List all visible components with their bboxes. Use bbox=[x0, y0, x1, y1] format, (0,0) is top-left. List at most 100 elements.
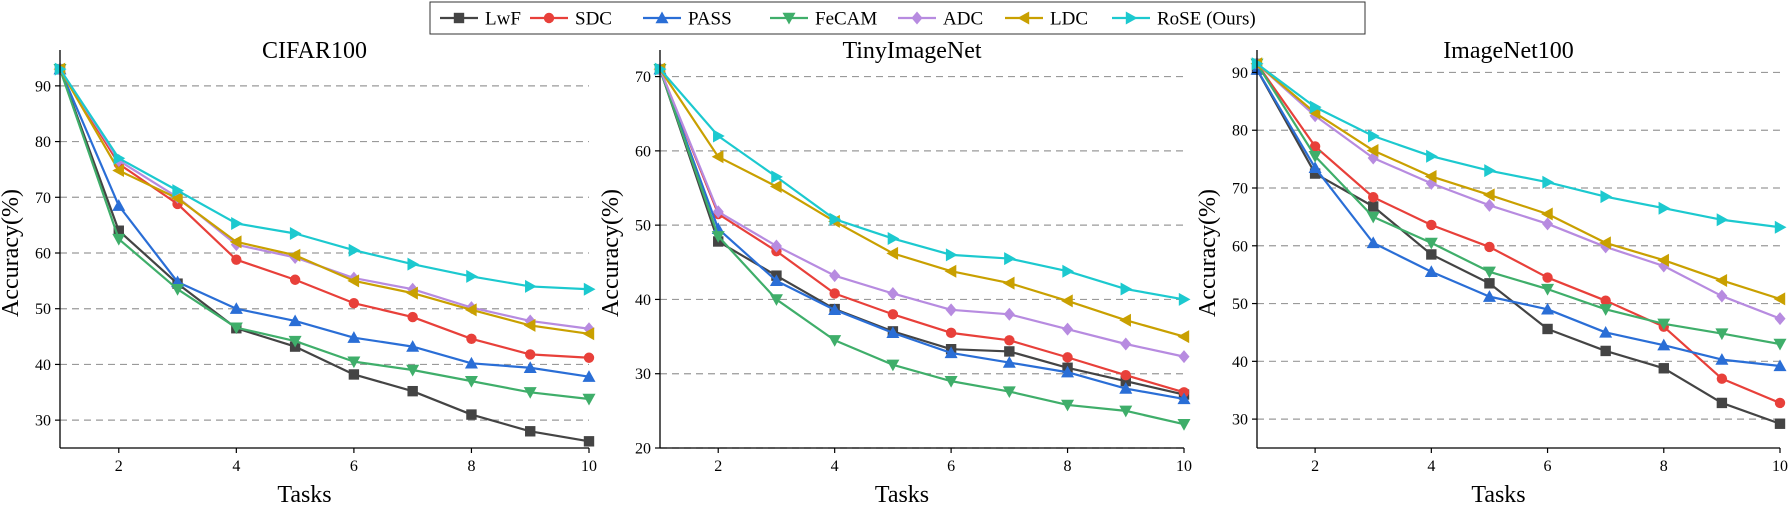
series-line bbox=[59, 68, 590, 291]
data-point bbox=[229, 322, 243, 335]
data-point bbox=[1716, 397, 1728, 409]
series-sdc bbox=[654, 63, 1190, 398]
legend-label: LDC bbox=[1050, 9, 1088, 30]
data-point bbox=[288, 335, 302, 348]
data-point bbox=[1599, 304, 1613, 316]
data-point bbox=[523, 318, 536, 332]
data-point bbox=[1541, 207, 1553, 221]
panel-title: CIFAR100 bbox=[262, 38, 367, 64]
data-point bbox=[523, 387, 537, 399]
y-tick-label: 40 bbox=[35, 357, 51, 374]
data-point bbox=[171, 191, 183, 205]
data-point bbox=[1542, 323, 1553, 335]
data-point bbox=[1773, 359, 1787, 372]
data-point bbox=[828, 303, 842, 316]
legend: LwF SDC PASS FeCAM ADC LDC RoSE (Ours) bbox=[429, 1, 1366, 35]
data-point bbox=[1657, 338, 1671, 351]
data-point bbox=[464, 356, 478, 369]
legend-entry-sdc: SDC bbox=[530, 9, 612, 30]
series-line bbox=[658, 68, 1185, 401]
data-point bbox=[1178, 387, 1190, 398]
data-point bbox=[1658, 363, 1669, 374]
data-point bbox=[1541, 302, 1555, 315]
data-point bbox=[1004, 252, 1016, 266]
data-point bbox=[1657, 318, 1671, 331]
data-point bbox=[54, 62, 67, 76]
series-line bbox=[58, 68, 590, 443]
y-tick-label: 60 bbox=[1232, 238, 1248, 255]
data-point bbox=[1716, 289, 1728, 303]
data-point bbox=[712, 205, 724, 219]
series-rose-ours bbox=[54, 62, 596, 296]
data-point bbox=[1774, 397, 1786, 409]
data-point bbox=[1119, 313, 1131, 327]
data-point bbox=[886, 326, 900, 339]
data-point bbox=[1120, 375, 1131, 387]
series-line bbox=[58, 68, 590, 401]
data-point bbox=[1062, 352, 1073, 363]
data-point bbox=[1426, 149, 1438, 163]
data-point bbox=[1426, 249, 1437, 260]
data-point bbox=[1309, 100, 1322, 114]
x-tick-label: 2 bbox=[115, 458, 123, 475]
series-line bbox=[1256, 63, 1781, 346]
y-tick-label: 80 bbox=[1232, 123, 1248, 140]
data-point bbox=[1120, 282, 1133, 296]
data-point bbox=[523, 361, 537, 373]
data-point bbox=[1715, 328, 1729, 341]
data-point bbox=[887, 286, 899, 300]
data-point bbox=[1062, 264, 1075, 278]
data-point bbox=[944, 346, 958, 359]
x-tick-label: 4 bbox=[831, 458, 839, 475]
data-point bbox=[1368, 192, 1379, 203]
data-point bbox=[1368, 201, 1379, 212]
series-line bbox=[1256, 62, 1781, 300]
data-point bbox=[407, 257, 420, 271]
data-point bbox=[1484, 241, 1495, 253]
legend-entry-rose-ours: RoSE (Ours) bbox=[1112, 9, 1256, 30]
series-rose-ours bbox=[1251, 57, 1787, 234]
gridlines bbox=[1257, 71, 1780, 420]
data-point bbox=[711, 150, 724, 164]
legend-marker-triangle-up bbox=[655, 11, 669, 24]
data-point bbox=[1774, 220, 1787, 234]
y-tick-label: 20 bbox=[635, 441, 651, 458]
data-point bbox=[406, 364, 420, 377]
data-point bbox=[113, 225, 124, 236]
data-point bbox=[711, 231, 725, 243]
data-point bbox=[1716, 213, 1729, 227]
panel-imagenet100: 30 40 50 60 70 80 90 2 4 6 8 10 ImageNet100 Tasks Accu… bbox=[1195, 38, 1788, 508]
data-point bbox=[1309, 168, 1321, 179]
data-point bbox=[1773, 292, 1786, 306]
x-tick-label: 4 bbox=[232, 458, 240, 475]
data-point bbox=[1366, 143, 1379, 157]
series-lwf bbox=[1251, 64, 1786, 429]
series-pass bbox=[53, 62, 596, 382]
data-point bbox=[288, 314, 302, 327]
x-tick-label: 2 bbox=[1311, 458, 1319, 475]
data-point bbox=[229, 235, 242, 249]
data-point bbox=[582, 327, 595, 341]
series-pass bbox=[653, 62, 1191, 405]
data-point bbox=[231, 216, 243, 230]
series-line bbox=[658, 68, 1185, 358]
data-point bbox=[583, 352, 595, 363]
data-point bbox=[887, 309, 899, 320]
data-point bbox=[231, 254, 242, 265]
data-point bbox=[1308, 106, 1321, 120]
data-point bbox=[1482, 266, 1496, 279]
data-point bbox=[1542, 175, 1555, 189]
x-ticks: 2 4 6 8 10 bbox=[115, 448, 597, 475]
x-tick-label: 6 bbox=[350, 458, 358, 475]
data-point bbox=[654, 62, 667, 76]
data-point bbox=[464, 375, 478, 388]
y-tick-label: 50 bbox=[35, 301, 51, 318]
data-point bbox=[289, 227, 302, 240]
legend-marker-triangle-down bbox=[782, 12, 796, 25]
series-line bbox=[659, 68, 1185, 338]
data-point bbox=[1119, 382, 1133, 394]
data-point bbox=[1120, 337, 1132, 351]
x-axis-title: Tasks bbox=[1471, 482, 1525, 508]
data-point bbox=[1600, 345, 1611, 357]
data-point bbox=[1426, 219, 1437, 231]
